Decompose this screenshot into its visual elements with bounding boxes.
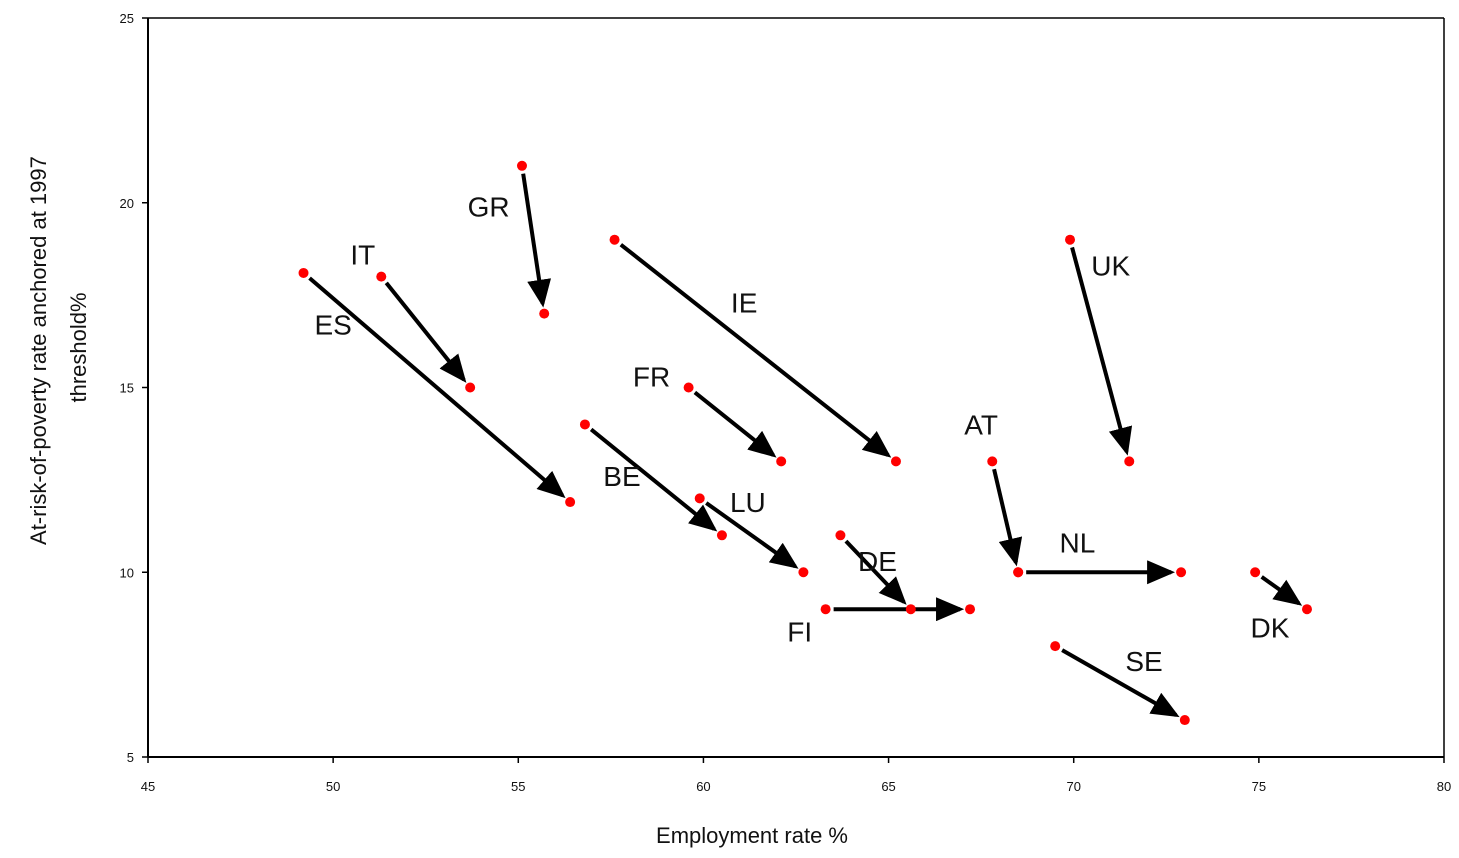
x-tick-label: 55 (511, 779, 525, 794)
point-gr-end (539, 308, 550, 319)
y-tick-label: 25 (120, 11, 134, 26)
point-ie-end (890, 456, 901, 467)
point-fi-start (820, 604, 831, 615)
label-es: ES (314, 310, 351, 341)
country-labels: ES IT GR IE FR BE LU DE FI AT NL UK DK SE (314, 191, 1289, 676)
arrow-es (308, 276, 566, 499)
x-tick-label: 65 (881, 779, 895, 794)
point-fr-start (683, 382, 694, 393)
label-be: BE (603, 461, 640, 492)
point-nl-start (1013, 567, 1024, 578)
point-lu-end (798, 567, 809, 578)
point-fi-end (965, 604, 976, 615)
x-tick-label: 80 (1437, 779, 1451, 794)
y-axis-title-line-2: threshold% (66, 292, 91, 402)
point-gr-start (516, 160, 527, 171)
label-at: AT (964, 409, 998, 440)
arrow-uk (1070, 246, 1133, 456)
x-tick-label: 70 (1066, 779, 1080, 794)
point-se-end (1179, 715, 1190, 726)
point-ie-start (609, 234, 620, 245)
y-tick-label: 15 (120, 381, 134, 396)
point-uk-start (1065, 234, 1076, 245)
arrow-se (1061, 648, 1180, 718)
x-tick-label: 60 (696, 779, 710, 794)
label-de: DE (858, 546, 897, 577)
arrow-de (844, 539, 907, 605)
arrow-gr (521, 173, 552, 308)
point-es-end (565, 497, 576, 508)
arrow-be (589, 427, 718, 532)
arrow-dk (1260, 575, 1303, 606)
point-at-start (987, 456, 998, 467)
arrows (308, 173, 1303, 718)
label-nl: NL (1060, 528, 1096, 559)
arrow-lu (705, 501, 799, 569)
label-uk: UK (1091, 251, 1130, 282)
arrow-fr (693, 390, 777, 458)
point-de-end (905, 604, 916, 615)
label-fr: FR (633, 361, 670, 392)
tick-labels: 45 50 55 60 65 70 75 80 5 10 15 20 25 (120, 11, 1452, 794)
point-it-end (465, 382, 476, 393)
point-es-start (298, 267, 309, 278)
point-se-start (1050, 641, 1061, 652)
y-axis-title-line-1: At-risk-of-poverty rate anchored at 1997 (26, 156, 51, 545)
y-tick-label: 20 (120, 196, 134, 211)
point-lu-start (694, 493, 705, 504)
x-axis-title: Employment rate % (656, 823, 848, 848)
point-dk-end (1301, 604, 1312, 615)
point-be-end (716, 530, 727, 541)
label-se: SE (1125, 646, 1162, 677)
label-ie: IE (731, 288, 757, 319)
label-dk: DK (1251, 613, 1290, 644)
arrow-it (384, 281, 467, 383)
point-uk-end (1124, 456, 1135, 467)
data-points (298, 160, 1312, 726)
y-tick-label: 5 (127, 750, 134, 765)
arrow-at (992, 468, 1023, 567)
point-nl-end (1176, 567, 1187, 578)
y-axis-title: At-risk-of-poverty rate anchored at 1997… (26, 150, 91, 545)
point-it-start (376, 271, 387, 282)
label-gr: GR (468, 191, 510, 222)
label-fi: FI (787, 616, 812, 647)
arrow-ie (619, 243, 892, 458)
point-fr-end (776, 456, 787, 467)
y-tick-label: 10 (120, 565, 134, 580)
x-tick-label: 75 (1252, 779, 1266, 794)
point-de-start (835, 530, 846, 541)
x-tick-label: 50 (326, 779, 340, 794)
label-it: IT (350, 239, 375, 270)
axes (142, 17, 1445, 763)
label-lu: LU (730, 487, 766, 518)
point-be-start (579, 419, 590, 430)
x-tick-label: 45 (141, 779, 155, 794)
point-dk-start (1250, 567, 1261, 578)
